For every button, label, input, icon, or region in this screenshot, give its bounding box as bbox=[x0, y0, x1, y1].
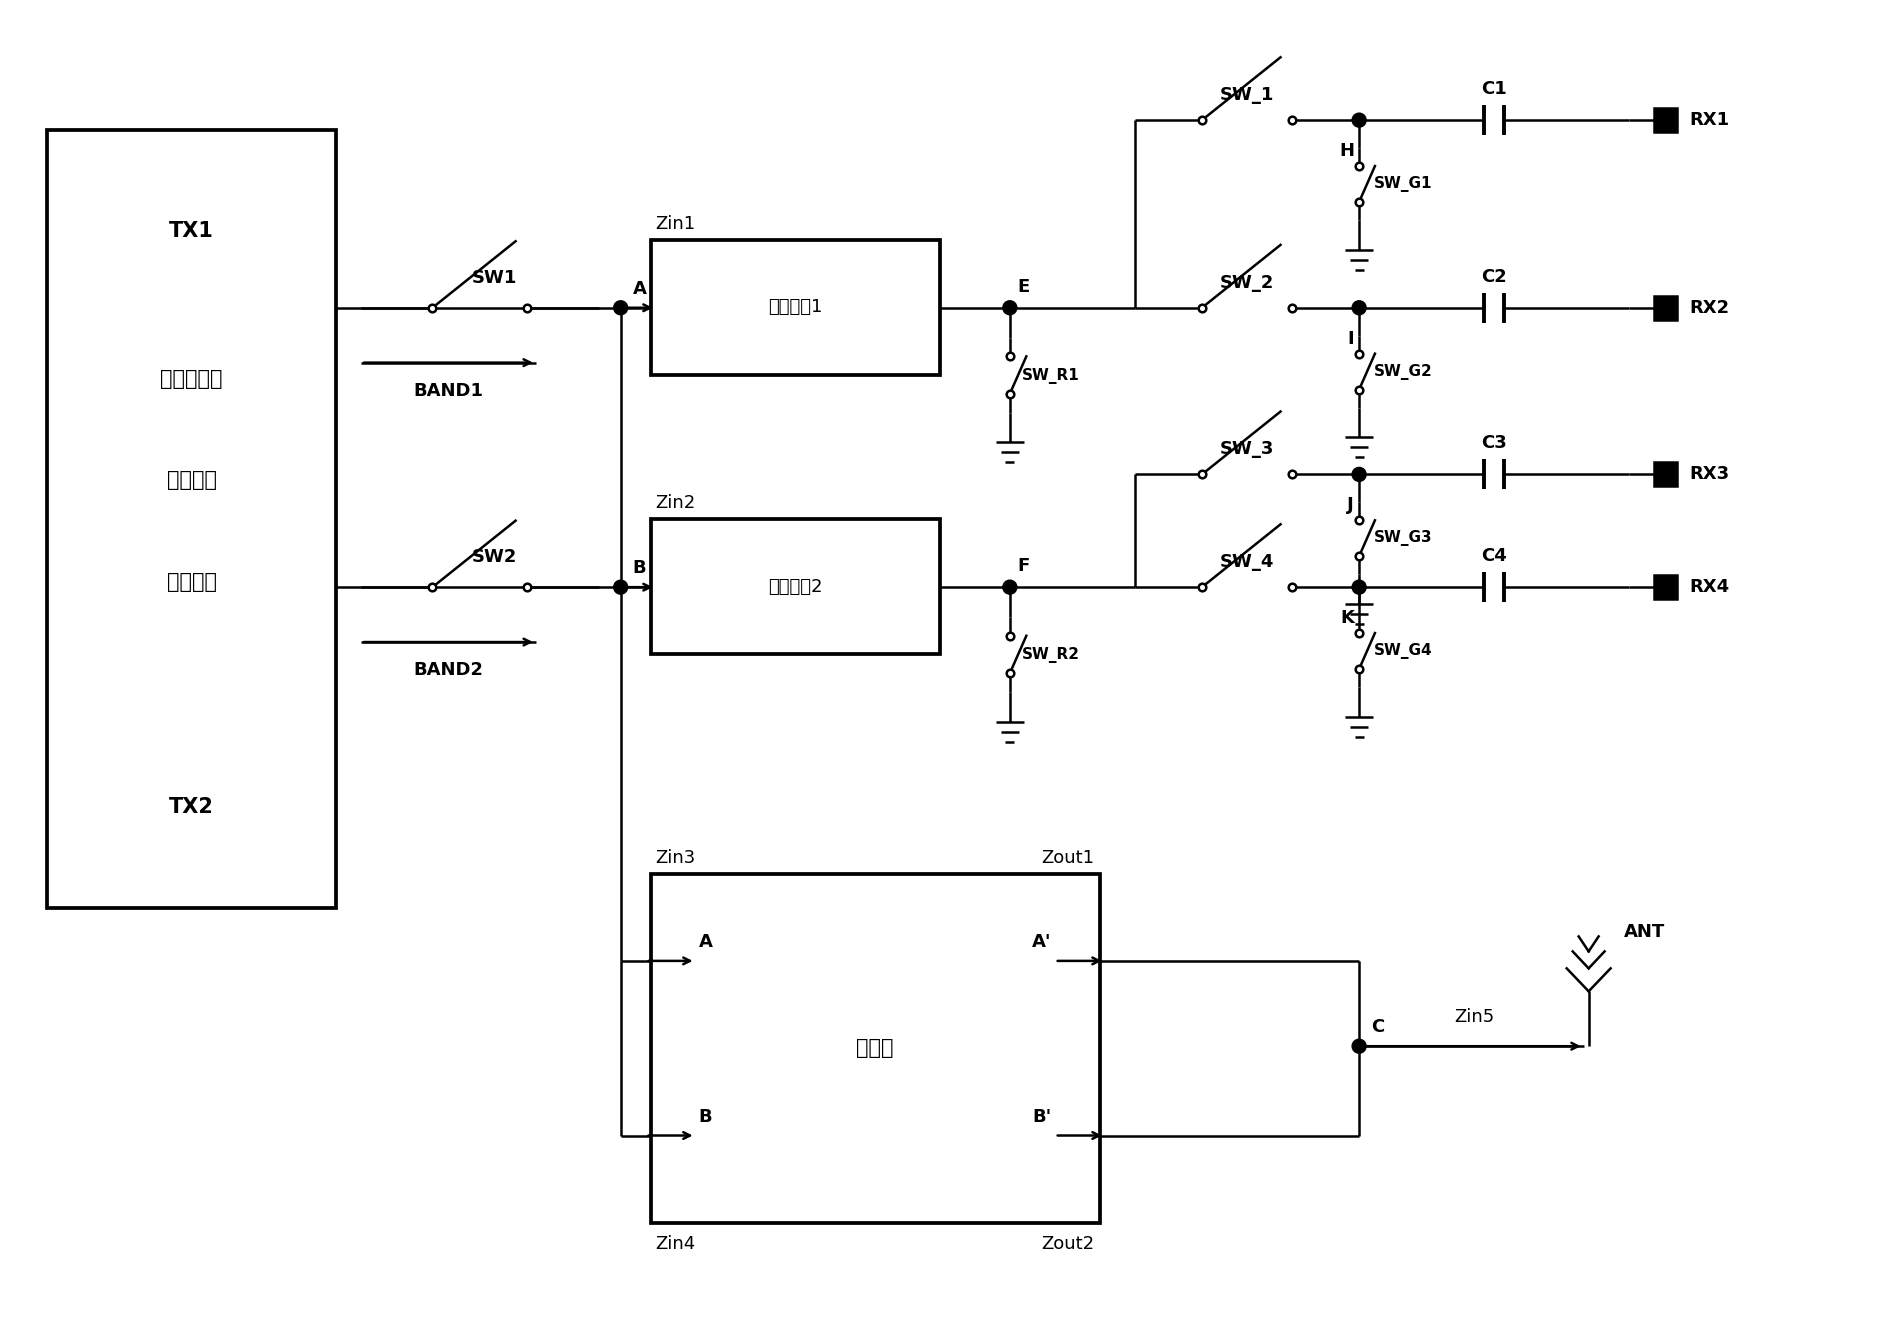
Text: B: B bbox=[697, 1107, 713, 1126]
Bar bbox=[1653, 296, 1677, 320]
Circle shape bbox=[1352, 113, 1365, 128]
Text: A: A bbox=[697, 933, 713, 952]
Text: SW_1: SW_1 bbox=[1218, 86, 1273, 104]
Text: SW_2: SW_2 bbox=[1218, 274, 1273, 292]
Text: Zin1: Zin1 bbox=[656, 215, 696, 233]
Text: B': B' bbox=[1032, 1107, 1051, 1126]
Circle shape bbox=[613, 300, 628, 315]
Text: SW_G2: SW_G2 bbox=[1374, 364, 1433, 380]
Text: SW1: SW1 bbox=[472, 268, 517, 287]
Bar bbox=[650, 520, 940, 654]
Text: I: I bbox=[1346, 330, 1354, 348]
Text: A': A' bbox=[1032, 933, 1051, 952]
Text: ANT: ANT bbox=[1622, 924, 1664, 941]
Text: SW_R1: SW_R1 bbox=[1021, 368, 1079, 384]
Bar bbox=[650, 241, 940, 375]
Text: 匹配网络: 匹配网络 bbox=[167, 571, 216, 591]
Text: Zout2: Zout2 bbox=[1042, 1235, 1094, 1253]
Text: SW_4: SW_4 bbox=[1218, 553, 1273, 571]
Text: RX2: RX2 bbox=[1688, 299, 1728, 316]
Text: J: J bbox=[1346, 496, 1354, 514]
Text: SW_3: SW_3 bbox=[1218, 440, 1273, 459]
Text: E: E bbox=[1017, 278, 1030, 296]
Text: C1: C1 bbox=[1480, 80, 1506, 98]
Circle shape bbox=[613, 581, 628, 594]
Circle shape bbox=[1352, 581, 1365, 594]
Bar bbox=[1653, 462, 1677, 486]
Text: Zin4: Zin4 bbox=[656, 1235, 696, 1253]
Bar bbox=[47, 130, 337, 909]
Circle shape bbox=[1352, 468, 1365, 481]
Text: SW_G3: SW_G3 bbox=[1374, 530, 1433, 546]
Text: BAND2: BAND2 bbox=[414, 661, 483, 679]
Text: RX3: RX3 bbox=[1688, 465, 1728, 484]
Text: SW_G4: SW_G4 bbox=[1374, 643, 1433, 659]
Text: A: A bbox=[632, 280, 647, 298]
Text: Zin5: Zin5 bbox=[1453, 1009, 1493, 1026]
Text: B: B bbox=[632, 560, 647, 577]
Text: C3: C3 bbox=[1480, 435, 1506, 452]
Text: SW_R2: SW_R2 bbox=[1021, 647, 1079, 663]
Text: RX4: RX4 bbox=[1688, 578, 1728, 597]
Circle shape bbox=[1352, 300, 1365, 315]
Text: TX2: TX2 bbox=[169, 797, 214, 817]
Text: C4: C4 bbox=[1480, 548, 1506, 565]
Circle shape bbox=[1002, 300, 1017, 315]
Text: RX1: RX1 bbox=[1688, 112, 1728, 129]
Text: 射频功率放: 射频功率放 bbox=[160, 369, 222, 389]
Text: 匹配网络2: 匹配网络2 bbox=[767, 578, 822, 595]
Text: TX1: TX1 bbox=[169, 222, 214, 242]
Text: Zout1: Zout1 bbox=[1042, 849, 1094, 867]
Text: 大器及其: 大器及其 bbox=[167, 470, 216, 490]
Bar bbox=[1653, 575, 1677, 599]
Text: H: H bbox=[1339, 142, 1354, 159]
Bar bbox=[1653, 108, 1677, 132]
Circle shape bbox=[1002, 581, 1017, 594]
Text: C: C bbox=[1371, 1018, 1384, 1037]
Text: F: F bbox=[1017, 557, 1030, 575]
Text: SW_G1: SW_G1 bbox=[1374, 175, 1433, 191]
Text: Zin2: Zin2 bbox=[656, 494, 696, 512]
Text: 双工器: 双工器 bbox=[855, 1038, 893, 1058]
Text: SW2: SW2 bbox=[472, 549, 517, 566]
Text: Zin3: Zin3 bbox=[656, 849, 696, 867]
Circle shape bbox=[1352, 1039, 1365, 1053]
Bar bbox=[650, 873, 1100, 1223]
Text: 匹配网络1: 匹配网络1 bbox=[767, 298, 822, 316]
Text: K: K bbox=[1340, 609, 1354, 627]
Text: BAND1: BAND1 bbox=[414, 381, 483, 400]
Text: C2: C2 bbox=[1480, 267, 1506, 286]
